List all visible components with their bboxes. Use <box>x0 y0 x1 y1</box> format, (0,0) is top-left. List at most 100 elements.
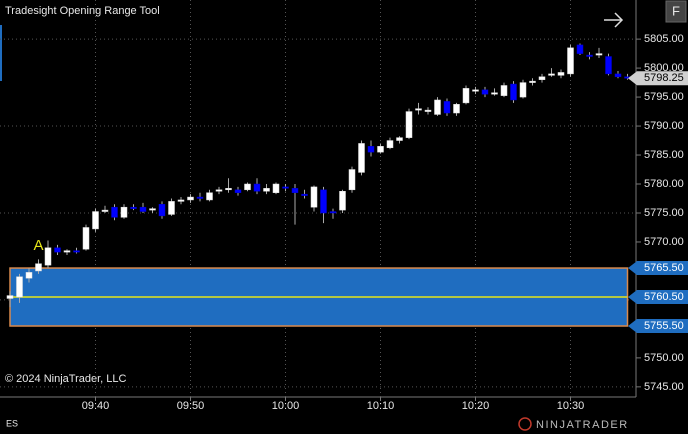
candle-body <box>92 211 99 230</box>
side-indicator <box>0 25 2 81</box>
x-tick-label: 09:50 <box>177 400 205 412</box>
arrow-head <box>614 12 624 28</box>
candle-body <box>557 72 565 76</box>
candle-body <box>377 146 384 153</box>
candle-body <box>196 196 204 199</box>
logo-icon <box>518 417 532 431</box>
candle-body <box>82 227 90 250</box>
candle-body <box>329 211 337 214</box>
candle-body <box>158 204 166 217</box>
y-tick-label: 5775.00 <box>644 207 684 219</box>
candle-body <box>149 208 156 211</box>
candle-body <box>405 111 413 138</box>
candle-body <box>567 47 574 75</box>
instrument: ES <box>6 418 18 428</box>
y-tick-label: 5780.00 <box>644 178 684 190</box>
candle-body <box>339 191 346 211</box>
candle-body <box>187 196 194 201</box>
candle-body <box>367 146 375 153</box>
candle-body <box>358 143 365 173</box>
candle-body <box>101 209 109 212</box>
candle-body <box>206 192 213 201</box>
candle-body <box>443 101 451 114</box>
candle-body <box>253 183 261 192</box>
candle-body <box>529 80 536 83</box>
logo: NINJATRADER <box>536 419 629 431</box>
candle-body <box>25 272 33 279</box>
candle-body <box>177 199 185 202</box>
candle-body <box>481 89 489 95</box>
candle-body <box>310 186 318 208</box>
price-tag <box>628 261 688 276</box>
candle-body <box>519 82 527 98</box>
y-tick-label: 5745.00 <box>644 381 684 393</box>
candle-body <box>272 183 280 193</box>
button[interactable] <box>665 0 687 23</box>
candle-body <box>139 206 147 212</box>
y-tick-label: 5785.00 <box>644 149 684 161</box>
signal-marker: A <box>33 237 43 254</box>
price-tag-label: 5765.50 <box>644 262 684 274</box>
x-tick-label: 10:00 <box>272 400 300 412</box>
candle-body <box>415 108 422 111</box>
candle-body <box>576 44 584 54</box>
candle-body <box>605 56 612 75</box>
price-tag-label: 5798.25 <box>644 72 684 84</box>
copyright: © 2024 NinjaTrader, LLC <box>5 373 126 385</box>
candle-body <box>301 193 308 196</box>
candle-body <box>595 53 603 56</box>
y-tick-label: 5790.00 <box>644 120 684 132</box>
candle-body <box>386 140 394 149</box>
candle-body <box>453 104 460 114</box>
candle-body <box>424 109 432 112</box>
candle-body <box>510 83 517 101</box>
candle-body <box>462 88 470 104</box>
candle-body <box>73 250 80 253</box>
candle-body <box>491 92 498 95</box>
candle-body <box>263 188 270 192</box>
candle-body <box>434 99 441 115</box>
y-tick-label: 5805.00 <box>644 33 684 45</box>
candle-body <box>111 206 118 218</box>
price-tag-label: 5760.50 <box>644 291 684 303</box>
candle-body <box>234 189 242 193</box>
candle-body <box>120 206 128 218</box>
x-tick-label: 10:20 <box>462 400 490 412</box>
price-tag <box>628 319 688 334</box>
candle-body <box>225 188 232 191</box>
candle-body <box>348 169 356 191</box>
price-tag <box>628 290 688 305</box>
y-tick-label: 5770.00 <box>644 236 684 248</box>
expand-arrow[interactable] <box>604 12 624 28</box>
candle-body <box>396 137 403 141</box>
candle-body <box>538 76 546 80</box>
candle-body <box>63 250 71 253</box>
candle-body <box>54 247 61 253</box>
candle-body <box>291 188 299 193</box>
button-label[interactable]: F <box>672 3 680 18</box>
price-tag <box>628 71 688 86</box>
candle-body <box>500 85 508 96</box>
y-tick-label: 5800.00 <box>644 62 684 74</box>
y-tick-label: 5795.00 <box>644 91 684 103</box>
y-tick-label: 5750.00 <box>644 352 684 364</box>
x-tick-label: 10:10 <box>367 400 395 412</box>
candle-body <box>548 73 555 76</box>
candle-body <box>320 189 327 214</box>
candle-body <box>16 276 23 298</box>
candle-body <box>244 183 251 191</box>
candle-body <box>282 186 289 189</box>
x-tick-label: 09:40 <box>82 400 110 412</box>
candle-body <box>35 263 42 272</box>
x-tick-label: 10:30 <box>557 400 585 412</box>
candle-body <box>44 247 52 266</box>
price-tag-label: 5755.50 <box>644 320 684 332</box>
candle-body <box>472 89 479 92</box>
candle-body <box>168 201 175 215</box>
candle-body <box>130 206 137 209</box>
chart-title: Tradesight Opening Range Tool <box>5 5 160 17</box>
candle-body <box>215 189 223 192</box>
